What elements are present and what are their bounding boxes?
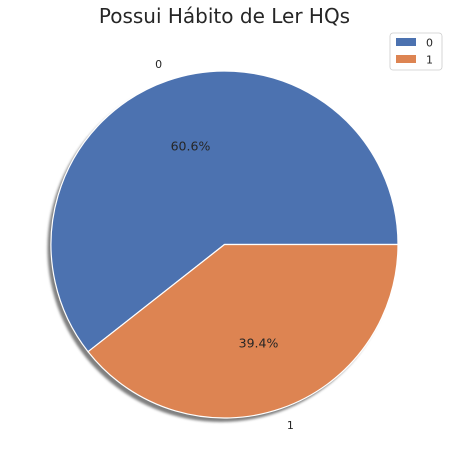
slice-percentage-label-0: 60.6%	[171, 139, 211, 154]
slice-percentage-label-1: 39.4%	[239, 335, 279, 350]
pie-category-labels: 01	[155, 58, 294, 432]
legend-label-1: 1	[426, 54, 433, 67]
slice-category-label-1: 1	[287, 419, 294, 432]
legend: 0 1	[389, 32, 443, 71]
chart-title: Possui Hábito de Ler HQs	[99, 4, 350, 28]
pie-slice-0	[50, 70, 399, 353]
legend-label-0: 0	[426, 37, 433, 50]
pie-slice-1	[87, 243, 399, 419]
slice-category-label-0: 0	[155, 58, 162, 71]
pie-slices	[50, 70, 399, 419]
pie-percentage-labels: 60.6% 39.4%	[171, 139, 279, 351]
legend-swatch-0	[396, 38, 416, 46]
legend-swatch-1	[396, 55, 416, 63]
